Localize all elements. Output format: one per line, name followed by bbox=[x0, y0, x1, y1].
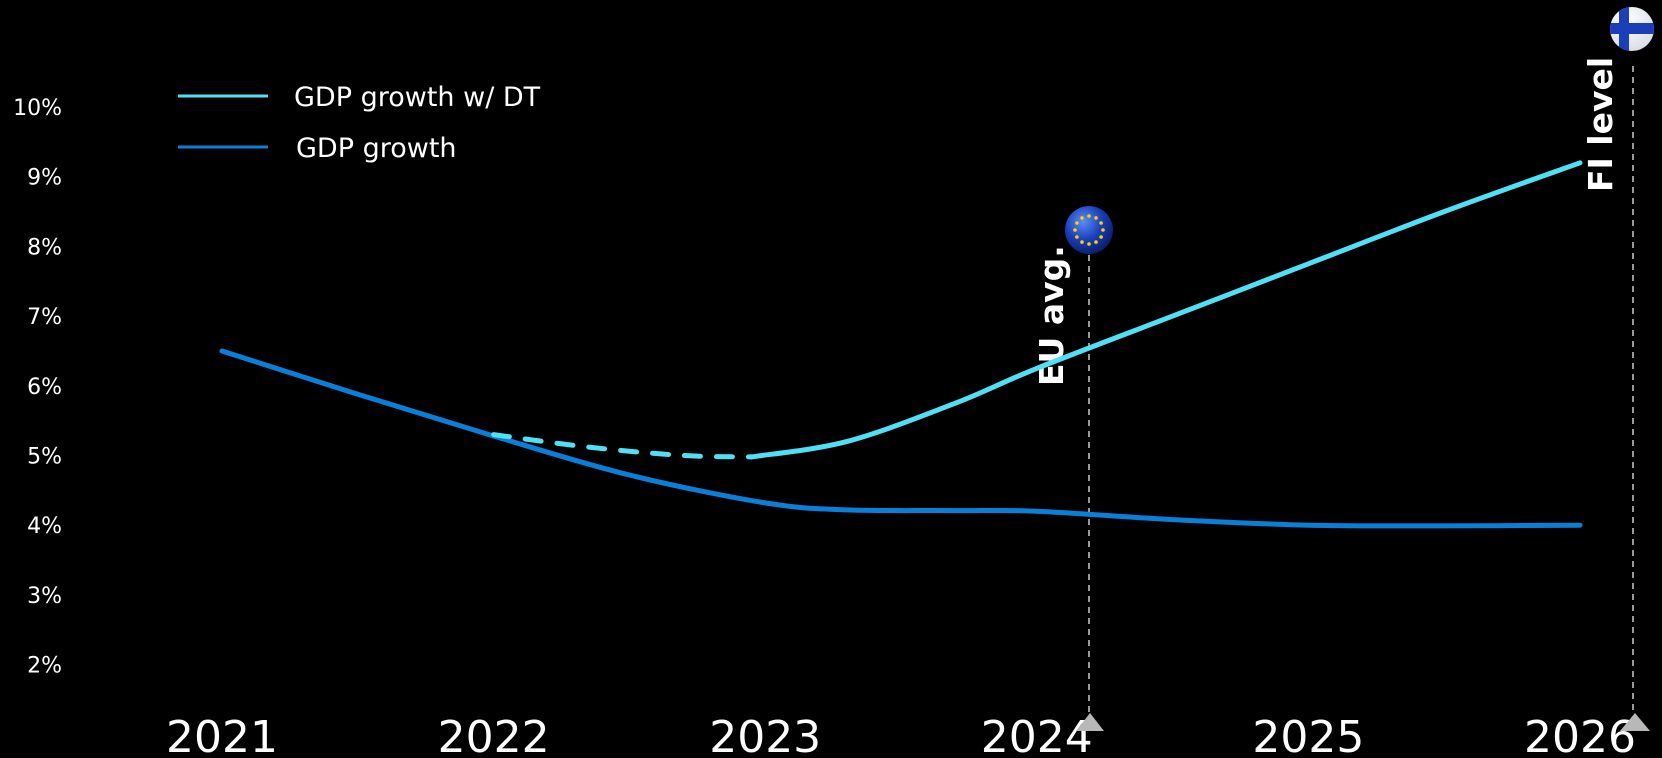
eu-avg-reference: EU avg. bbox=[1032, 206, 1113, 731]
series-line-gdp-growth bbox=[219, 348, 1583, 529]
eu-star-icon bbox=[1087, 214, 1091, 218]
y-tick-label: 5% bbox=[27, 445, 62, 470]
eu-flag-icon bbox=[1065, 206, 1113, 254]
x-axis-ticks: 2021 2022 2023 2024 2025 2026 bbox=[166, 712, 1636, 758]
eu-star-icon bbox=[1094, 240, 1098, 244]
y-tick-label: 9% bbox=[27, 166, 62, 191]
eu-star-icon bbox=[1080, 216, 1084, 220]
eu-star-icon bbox=[1073, 228, 1077, 232]
eu-star-icon bbox=[1099, 221, 1103, 225]
x-tick-label: 2021 bbox=[166, 712, 278, 758]
y-tick-label: 8% bbox=[27, 235, 62, 260]
y-tick-label: 3% bbox=[27, 584, 62, 609]
fi-level-reference: FI level bbox=[1581, 7, 1654, 731]
eu-star-icon bbox=[1075, 235, 1079, 239]
x-tick-label: 2025 bbox=[1252, 712, 1364, 758]
eu-avg-marker-triangle bbox=[1076, 713, 1104, 731]
eu-star-icon bbox=[1094, 216, 1098, 220]
x-tick-label: 2022 bbox=[438, 712, 550, 758]
y-tick-label: 7% bbox=[27, 305, 62, 330]
x-tick-label: 2024 bbox=[981, 712, 1093, 758]
series-line-gdp-growth-dt-dashed bbox=[491, 432, 755, 460]
eu-star-icon bbox=[1075, 221, 1079, 225]
eu-star-icon bbox=[1101, 228, 1105, 232]
fi-level-label: FI level bbox=[1581, 57, 1620, 192]
y-axis-ticks: 10% 9% 8% 7% 6% 5% 4% 3% 2% bbox=[13, 96, 62, 679]
series-line-gdp-growth-dt bbox=[749, 160, 1583, 460]
x-tick-label: 2026 bbox=[1524, 712, 1636, 758]
eu-star-icon bbox=[1099, 235, 1103, 239]
legend: GDP growth w/ DT GDP growth bbox=[178, 82, 541, 164]
y-tick-label: 2% bbox=[27, 654, 62, 679]
finland-flag-icon bbox=[1610, 7, 1654, 51]
legend-label-gdp: GDP growth bbox=[296, 133, 457, 164]
fi-level-marker-triangle bbox=[1620, 713, 1650, 731]
eu-star-icon bbox=[1087, 242, 1091, 246]
y-tick-label: 10% bbox=[13, 96, 62, 121]
y-tick-label: 6% bbox=[27, 375, 62, 400]
x-tick-label: 2023 bbox=[709, 712, 821, 758]
y-tick-label: 4% bbox=[27, 514, 62, 539]
legend-label-gdp-dt: GDP growth w/ DT bbox=[294, 82, 541, 113]
series-layer bbox=[219, 160, 1583, 529]
eu-star-icon bbox=[1080, 240, 1084, 244]
